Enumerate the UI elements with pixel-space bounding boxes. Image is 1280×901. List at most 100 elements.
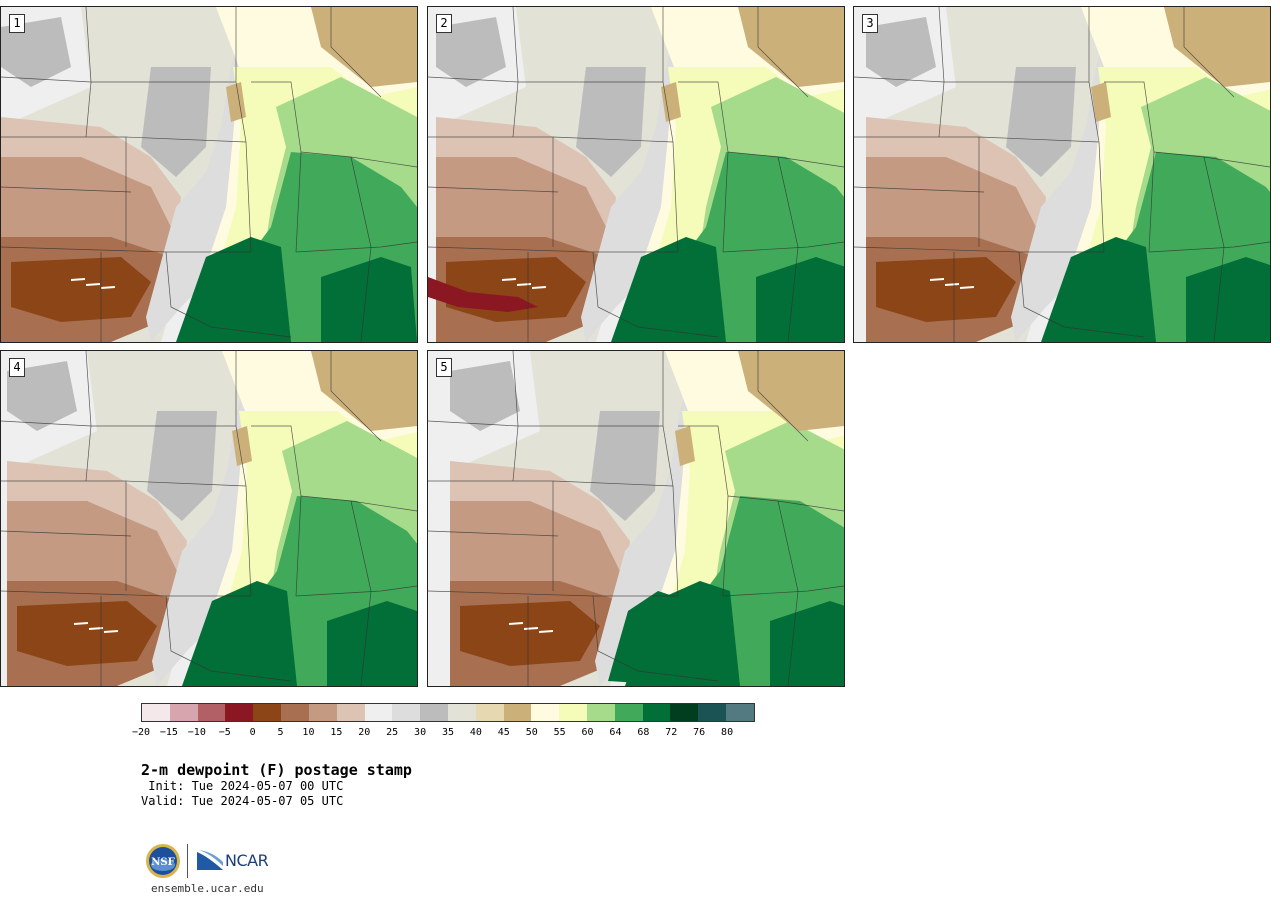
state-border [85, 7, 92, 138]
nsf-logo-icon: NSF [145, 843, 181, 879]
state-border [85, 351, 92, 482]
panel-label-2: 2 [436, 14, 452, 33]
colorbar-tick-label: 72 [665, 727, 678, 738]
state-border [165, 595, 292, 682]
state-border [295, 585, 417, 597]
dewpoint-map-3 [854, 7, 1270, 342]
map-panel-5: 5 [427, 350, 845, 687]
colorbar-swatch [169, 704, 198, 721]
terrain-streak [501, 278, 517, 281]
terrain-streak [538, 630, 554, 633]
colorbar-tick-label: 68 [637, 727, 650, 738]
state-border [235, 351, 252, 597]
state-border [350, 156, 372, 342]
state-border [854, 186, 985, 193]
dewpoint-region [756, 257, 844, 342]
dewpoint-region [661, 82, 681, 122]
colorbar-tick-label: 76 [693, 727, 706, 738]
state-border [251, 81, 302, 253]
dewpoint-region [436, 17, 506, 87]
dewpoint-region [738, 351, 844, 431]
dewpoint-region [770, 601, 844, 686]
colorbar-tick-label: 35 [441, 727, 455, 738]
nsf-logo-text: NSF [151, 857, 174, 868]
dewpoint-map-2 [428, 7, 844, 342]
colorbar-swatch [698, 704, 727, 721]
dewpoint-region [1164, 7, 1270, 87]
terrain-streak [959, 286, 975, 289]
state-border [428, 186, 559, 193]
terrain-streak [508, 622, 524, 625]
dewpoint-region [232, 426, 252, 466]
state-border [777, 500, 799, 686]
state-border [592, 595, 719, 682]
dewpoint-region [460, 601, 600, 666]
state-border [662, 7, 679, 253]
dewpoint-region [147, 411, 217, 521]
dewpoint-region [182, 581, 297, 686]
colorbar-tick-label: 60 [581, 727, 594, 738]
colorbar-swatch [281, 704, 309, 721]
dewpoint-region [608, 591, 688, 686]
state-border [330, 351, 382, 442]
colorbar-swatch [420, 704, 448, 721]
colorbar-swatch [559, 704, 587, 721]
dewpoint-region [17, 601, 157, 666]
dewpoint-region [7, 361, 77, 431]
state-border [235, 7, 252, 253]
state-border [251, 425, 302, 597]
colorbar-swatch [503, 704, 532, 721]
dewpoint-map-1 [1, 7, 417, 342]
state-border [350, 500, 372, 686]
valid-time: Valid: Tue 2024-05-07 05 UTC [141, 794, 344, 808]
colorbar-swatch [642, 704, 671, 721]
state-border [428, 530, 559, 537]
panel-label-3: 3 [862, 14, 878, 33]
state-border [678, 425, 729, 597]
dewpoint-region [590, 411, 660, 521]
map-panel-1: 1 [0, 6, 418, 343]
state-border [592, 251, 719, 338]
state-border [512, 7, 519, 138]
dewpoint-region [1, 17, 71, 87]
colorbar-swatch [253, 704, 282, 721]
colorbar-tick-label: 5 [277, 727, 284, 738]
dewpoint-region [738, 7, 844, 87]
panel-label-4: 4 [9, 358, 25, 377]
map-panel-4: 4 [0, 350, 418, 687]
dewpoint-region [1186, 257, 1270, 342]
colorbar-tick-label: −20 [131, 727, 151, 738]
map-panel-3: 3 [853, 6, 1271, 343]
state-border [165, 251, 292, 338]
colorbar-swatch [670, 704, 699, 721]
colorbar-swatch [364, 704, 393, 721]
dewpoint-map-4 [1, 351, 417, 686]
dewpoint-region [1091, 82, 1111, 122]
colorbar-tick-label: 25 [386, 727, 399, 738]
site-url: ensemble.ucar.edu [151, 882, 264, 895]
dewpoint-region [576, 67, 646, 177]
ncar-logo-text: NCAR [225, 850, 269, 870]
dewpoint-region [446, 257, 586, 322]
colorbar-swatch [336, 704, 365, 721]
terrain-streak [523, 627, 539, 630]
colorbar-tick-label: 30 [414, 727, 427, 738]
terrain-streak [944, 283, 960, 286]
state-border [662, 351, 679, 597]
ncar-logo-icon [197, 850, 223, 870]
state-border [722, 585, 844, 597]
dewpoint-region [311, 7, 417, 87]
dewpoint-region [321, 257, 417, 342]
dewpoint-colorbar [141, 703, 755, 722]
state-border [678, 81, 729, 253]
state-border [1018, 251, 1145, 338]
colorbar-swatch [392, 704, 421, 721]
dewpoint-region [1006, 67, 1076, 177]
ncar-logo: NCAR [197, 847, 269, 873]
dewpoint-region [141, 67, 211, 177]
state-border [1088, 7, 1105, 253]
colorbar-tick-label: 45 [497, 727, 510, 738]
state-border [1104, 81, 1155, 253]
terrain-streak [73, 622, 89, 625]
state-border [330, 7, 382, 98]
